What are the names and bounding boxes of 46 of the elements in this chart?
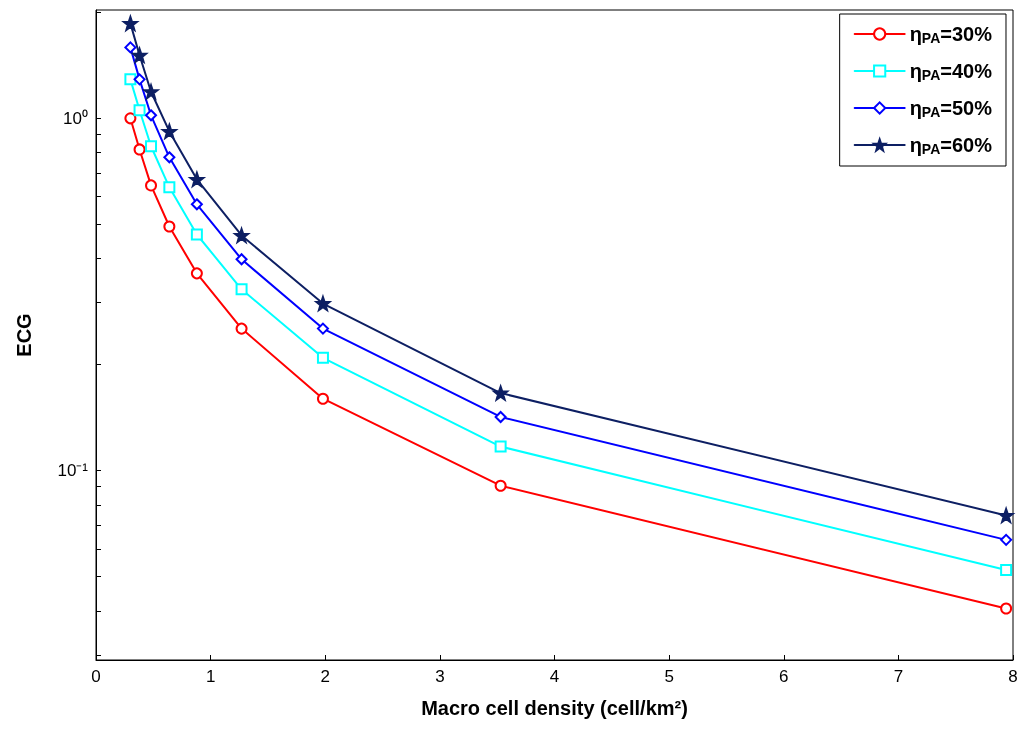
point	[133, 143, 146, 156]
x-tick-label: 8	[1008, 667, 1018, 686]
point	[133, 73, 146, 86]
point	[316, 351, 329, 364]
point	[163, 181, 176, 194]
point	[133, 104, 146, 117]
point	[124, 112, 137, 125]
x-tick-label: 6	[779, 667, 789, 686]
point	[163, 220, 176, 233]
point	[145, 109, 158, 122]
point	[190, 228, 203, 241]
x-tick-label: 4	[549, 667, 560, 686]
point	[124, 41, 137, 54]
point	[190, 198, 203, 211]
point	[122, 15, 138, 31]
x-tick-label: 5	[664, 667, 674, 686]
y-tick-label: 10⁰	[63, 108, 88, 128]
x-tick-label: 3	[435, 667, 445, 686]
point	[189, 171, 205, 187]
point	[124, 73, 137, 86]
point	[998, 507, 1014, 523]
point	[494, 410, 507, 423]
point	[1000, 564, 1013, 577]
point	[161, 123, 177, 139]
y-axis-title: ECG	[13, 313, 35, 357]
point	[163, 151, 176, 164]
point	[1000, 602, 1013, 615]
point	[494, 440, 507, 453]
x-tick-label: 0	[91, 667, 101, 686]
point	[143, 84, 159, 100]
point	[145, 140, 158, 153]
x-axis-title: Macro cell density (cell/km²)	[421, 697, 688, 719]
y-tick-label: 10⁻¹	[57, 461, 89, 481]
point	[494, 479, 507, 492]
point	[316, 392, 329, 405]
point	[190, 267, 203, 280]
point	[1000, 533, 1013, 546]
point	[234, 227, 250, 243]
x-tick-label: 7	[893, 667, 904, 686]
x-tick-label: 1	[205, 667, 216, 686]
point	[316, 322, 329, 335]
point	[145, 179, 158, 192]
x-tick-label: 2	[320, 667, 330, 686]
point	[235, 253, 248, 266]
point	[235, 322, 248, 335]
point	[235, 283, 248, 296]
